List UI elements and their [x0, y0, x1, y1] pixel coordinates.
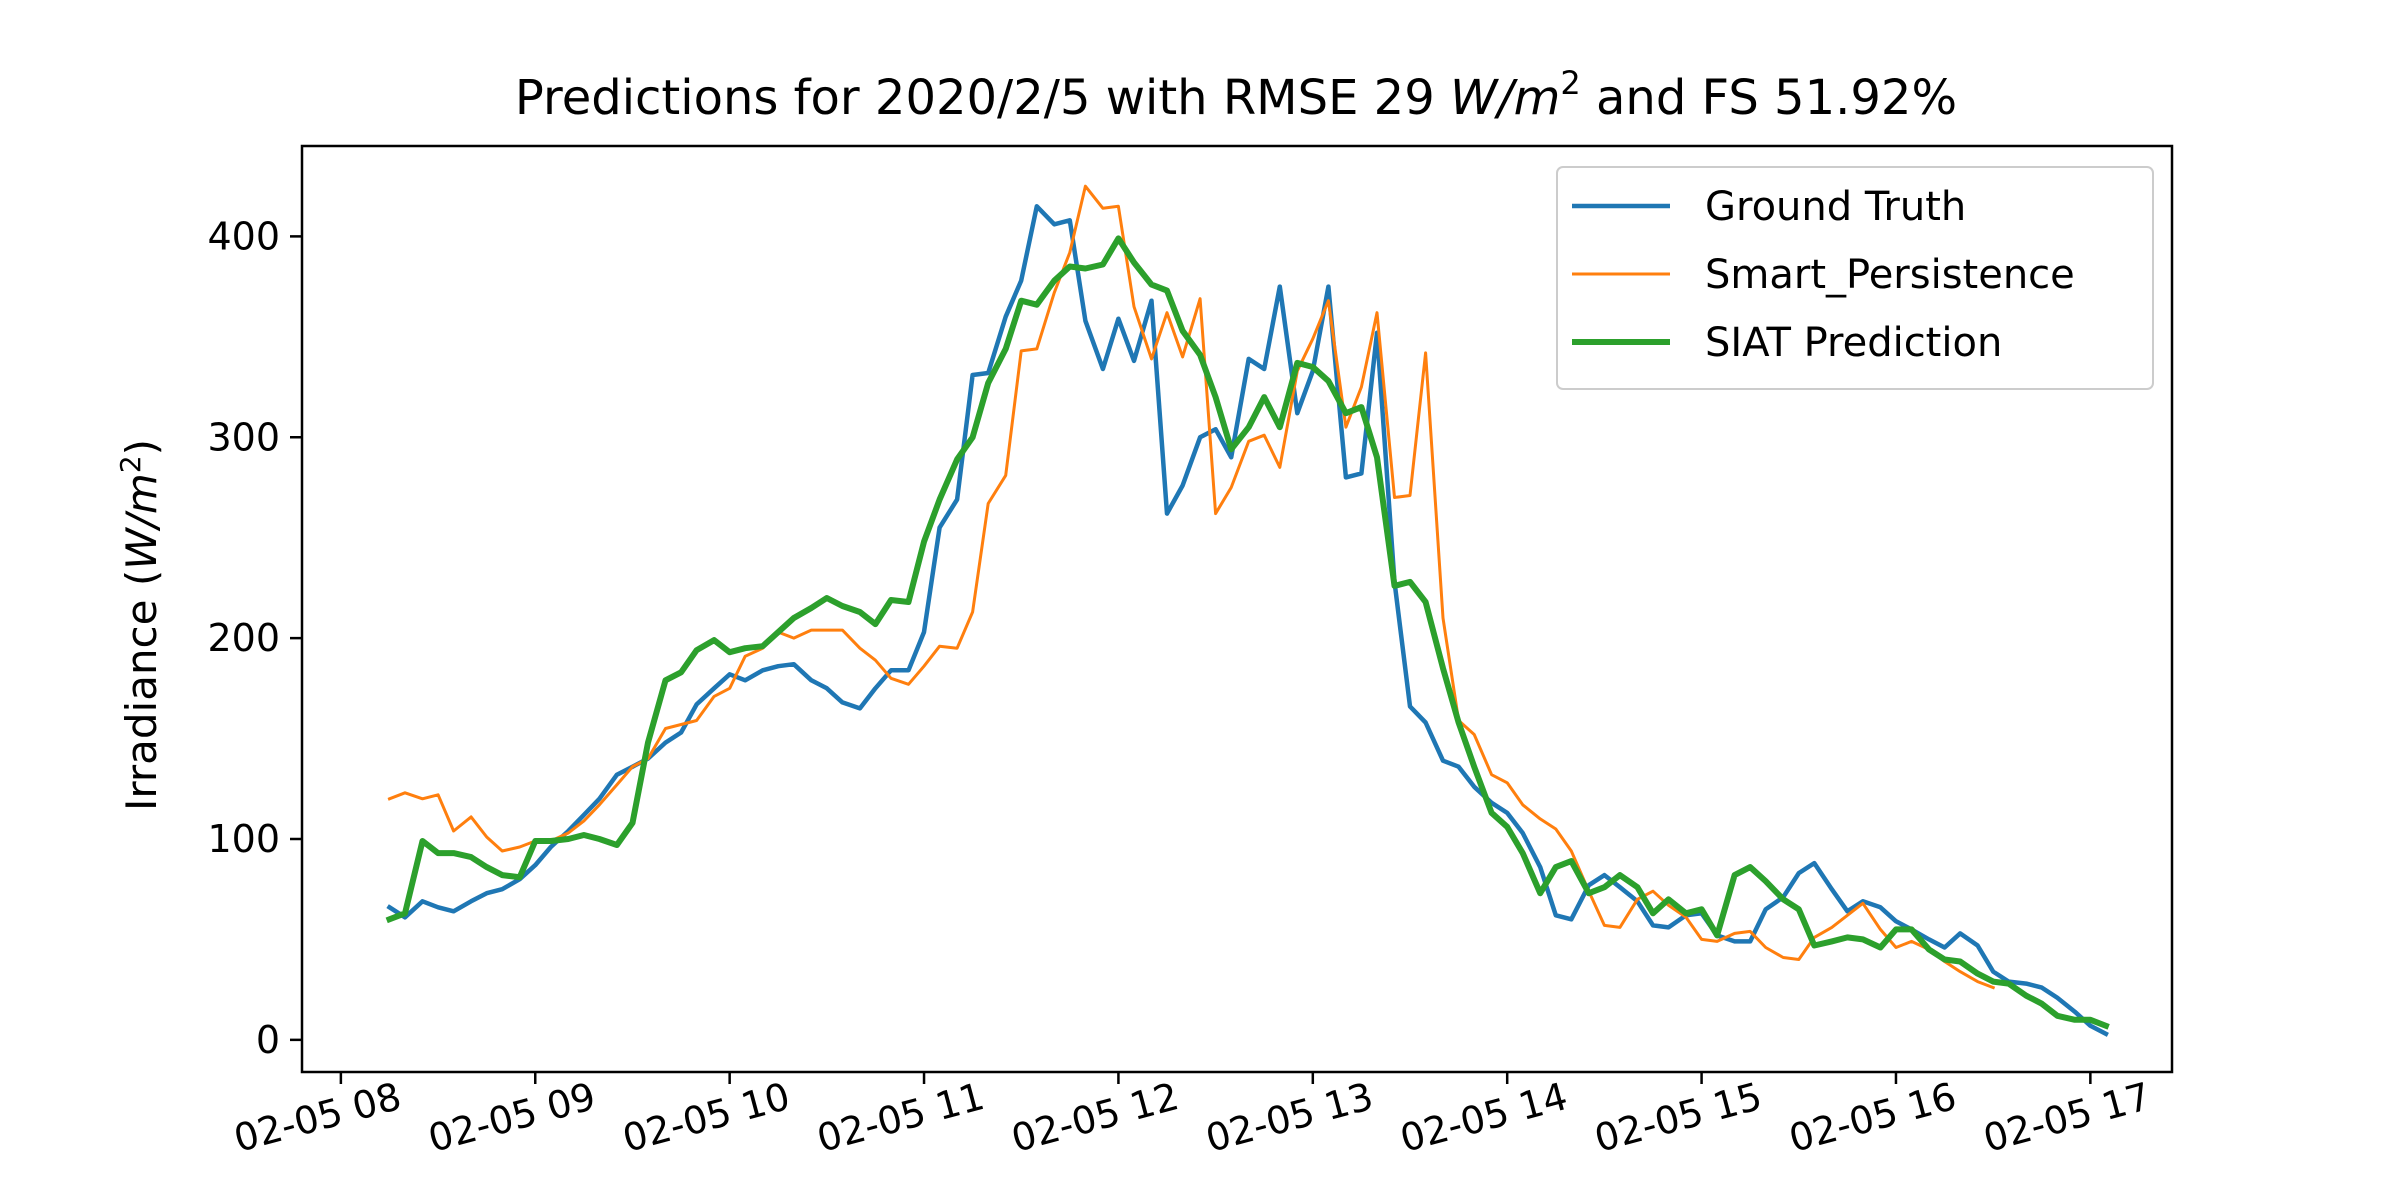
plot-frame	[300, 144, 2174, 1074]
legend-entry: Ground Truth	[1705, 184, 1966, 230]
title-suffix: and FS 51.92%	[1581, 70, 1957, 126]
y-tick-label: 300	[207, 415, 280, 459]
series-line-siat-prediction	[385, 235, 2110, 1030]
y-tick-label: 400	[207, 214, 280, 258]
y-tick-label: 200	[207, 616, 280, 660]
title-unit-exponent: 2	[1560, 64, 1580, 102]
ylabel-suffix: )	[117, 439, 166, 455]
legend: Ground Truth Smart_Persistence SIAT Predic…	[1556, 166, 2154, 390]
legend-entry: SIAT Prediction	[1705, 320, 2002, 366]
ylabel-unit-exponent: 2	[114, 455, 147, 473]
series-line-ground-truth	[386, 204, 2109, 1037]
series-lines	[385, 184, 2110, 1037]
title-unit: W/m	[1450, 70, 1560, 126]
series-line-smart-persistence	[387, 184, 1996, 990]
ylabel-prefix: Irradiance (	[117, 570, 166, 811]
legend-entry: Smart_Persistence	[1705, 252, 2075, 298]
y-axis-label: Irradiance (W/m2)	[114, 439, 166, 811]
ylabel-unit: W/m	[117, 473, 166, 570]
legend-box	[1556, 166, 2154, 390]
y-tick-label: 0	[256, 1018, 280, 1062]
title-prefix: Predictions for 2020/2/5 with RMSE 29	[515, 70, 1450, 126]
y-tick-label: 100	[207, 817, 280, 861]
chart-title: Predictions for 2020/2/5 with RMSE 29 W/…	[515, 64, 1957, 126]
